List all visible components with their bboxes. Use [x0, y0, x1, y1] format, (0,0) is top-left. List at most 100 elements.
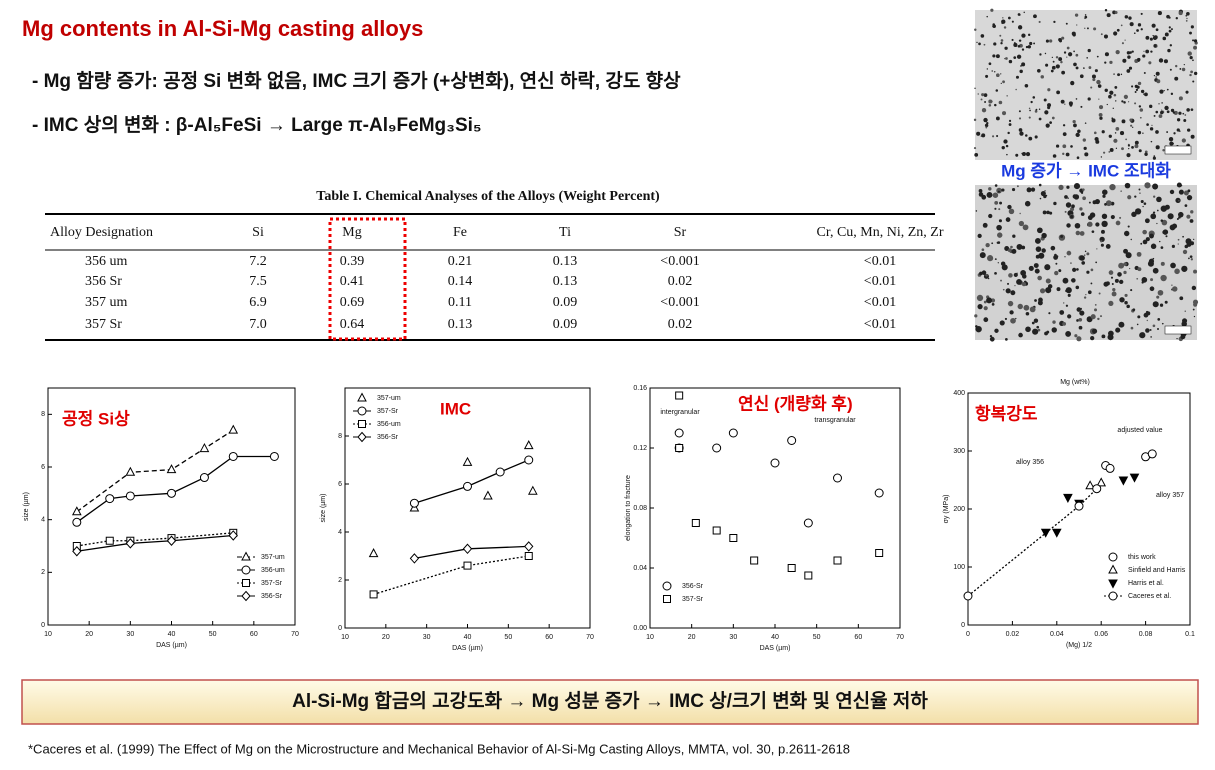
- particle: [1124, 15, 1129, 19]
- particle: [1008, 119, 1012, 122]
- marker: [663, 595, 671, 603]
- particle: [1021, 151, 1026, 156]
- particle: [1008, 250, 1010, 252]
- particle: [1190, 210, 1194, 214]
- particle: [1175, 197, 1181, 203]
- particle: [1035, 254, 1040, 259]
- particle: [1046, 210, 1050, 215]
- particle: [1087, 48, 1091, 53]
- particle: [1176, 182, 1182, 188]
- y-axis-label: size (µm): [23, 492, 30, 521]
- particle: [1121, 100, 1124, 103]
- marker: [105, 536, 114, 545]
- table-cell: 0.14: [448, 274, 473, 289]
- particle: [1145, 49, 1150, 54]
- particle: [1099, 116, 1103, 120]
- particle: [1098, 112, 1103, 117]
- marker: [874, 488, 884, 498]
- particle: [1174, 268, 1180, 275]
- particle: [1149, 233, 1154, 239]
- particle: [1130, 326, 1134, 330]
- particle: [986, 15, 988, 18]
- marker: [125, 466, 136, 476]
- particle: [1110, 276, 1114, 279]
- particle: [1171, 244, 1175, 248]
- particle: [1082, 196, 1086, 201]
- particle: [977, 304, 983, 310]
- particle: [1093, 131, 1097, 135]
- particle: [1174, 76, 1179, 81]
- particle: [981, 248, 985, 252]
- mini-chart: 10 20 30 40 50 60 70 0 2 4 6 8 DAS (µm) size (µm) 357-…: [320, 387, 594, 652]
- legend-label: Sinfield and Harris: [1128, 567, 1186, 574]
- particle: [1013, 56, 1017, 59]
- table-cell: 7.2: [249, 254, 267, 269]
- particle: [995, 73, 1000, 78]
- particle: [1072, 119, 1076, 124]
- particle: [1056, 90, 1060, 95]
- particle: [1090, 335, 1095, 341]
- particle: [1051, 327, 1057, 333]
- particle: [1022, 224, 1029, 231]
- particle: [1051, 56, 1054, 59]
- particle: [992, 192, 999, 198]
- particle: [1051, 116, 1055, 120]
- particle: [996, 135, 999, 138]
- particle: [1040, 75, 1044, 79]
- particle: [1190, 108, 1194, 111]
- particle: [1193, 238, 1195, 240]
- particle: [1018, 39, 1022, 42]
- particle: [1021, 48, 1025, 51]
- particle: [1092, 78, 1096, 82]
- particle: [991, 70, 994, 72]
- particle: [1152, 35, 1158, 40]
- particle: [1130, 124, 1133, 127]
- x-tick-label: 0: [966, 631, 970, 638]
- y-axis-label: σy (MPa): [943, 495, 950, 524]
- particle: [1152, 301, 1159, 308]
- particle: [1109, 148, 1114, 152]
- marker: [462, 543, 473, 555]
- particle: [1189, 31, 1192, 35]
- particle: [1044, 190, 1046, 192]
- y-tick-label: 0: [41, 622, 45, 629]
- particle: [988, 104, 992, 107]
- table-cell: <0.01: [864, 295, 896, 310]
- marker: [1096, 477, 1107, 487]
- marker: [125, 538, 136, 549]
- particle: [1073, 183, 1081, 190]
- particle: [1060, 99, 1065, 104]
- particle: [1049, 121, 1052, 125]
- particle: [1073, 194, 1080, 200]
- particle: [1021, 62, 1026, 67]
- marker: [357, 431, 367, 443]
- marker: [167, 488, 176, 498]
- particle: [1062, 152, 1065, 155]
- particle: [1155, 145, 1160, 150]
- particle: [1058, 57, 1063, 62]
- particle: [1051, 65, 1056, 70]
- particle: [1178, 11, 1183, 16]
- particle: [1155, 130, 1159, 134]
- particle: [1111, 118, 1116, 123]
- particle: [1096, 79, 1101, 85]
- particle: [1192, 299, 1199, 305]
- mini-chart: 0 0.02 0.04 0.06 0.08 0.1 0 100 200 300 400 (Mg) 1/…: [943, 379, 1195, 649]
- particle: [1105, 244, 1111, 249]
- particle: [1018, 117, 1022, 120]
- particle: [1067, 314, 1072, 319]
- particle: [1147, 260, 1154, 267]
- particle: [1175, 17, 1178, 20]
- particle: [1163, 59, 1168, 64]
- particle: [1007, 131, 1010, 135]
- particle: [984, 123, 989, 128]
- particle: [1094, 304, 1097, 306]
- particle: [1019, 69, 1023, 74]
- particle: [1084, 122, 1087, 124]
- marker: [770, 458, 780, 468]
- particle: [1111, 291, 1117, 297]
- particle: [1142, 239, 1148, 245]
- particle: [1142, 54, 1146, 58]
- particle: [1045, 63, 1049, 67]
- particle: [1167, 48, 1171, 53]
